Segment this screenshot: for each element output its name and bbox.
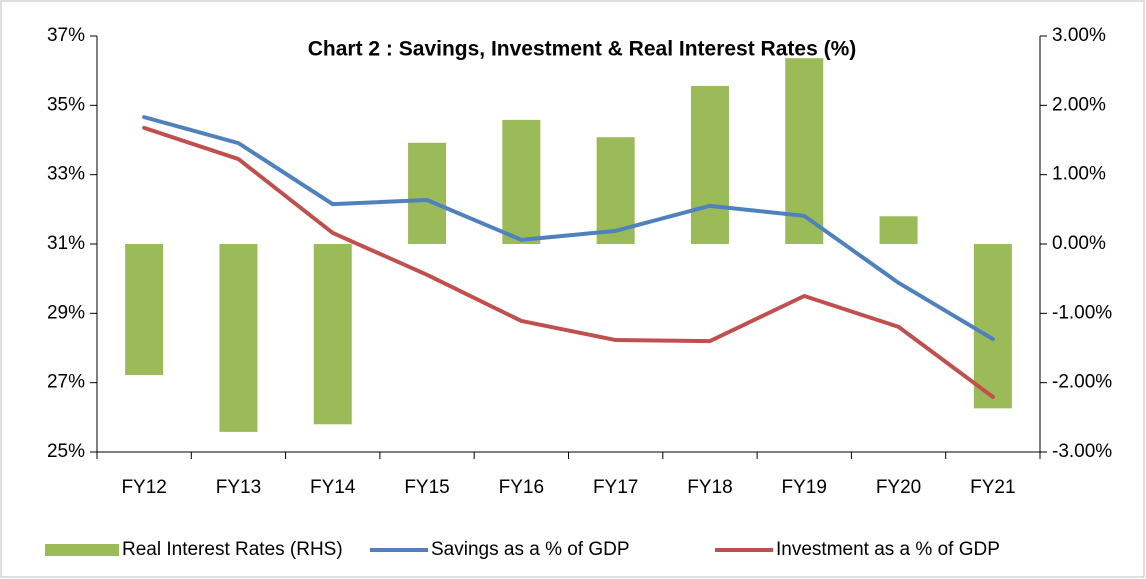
x-tick-label: FY21 <box>970 477 1015 498</box>
y-tick-label: 29% <box>47 302 85 323</box>
bar <box>313 244 352 425</box>
y-tick-label: 35% <box>47 94 85 115</box>
y2-tick-label: 2.00% <box>1052 94 1106 115</box>
x-tick-label: FY20 <box>876 477 921 498</box>
y2-tick-label: -1.00% <box>1052 302 1112 323</box>
bar <box>125 244 164 376</box>
y-tick-label: 33% <box>47 164 85 185</box>
x-tick-label: FY17 <box>593 477 638 498</box>
y2-tick-label: -2.00% <box>1052 372 1112 393</box>
y-tick-label: 31% <box>47 233 85 254</box>
legend-swatch <box>45 544 119 556</box>
line <box>142 125 995 399</box>
x-tick-label: FY12 <box>121 477 166 498</box>
x-tick-label: FY19 <box>782 477 827 498</box>
y-tick-label: 25% <box>47 441 85 462</box>
x-tick-label: FY15 <box>404 477 449 498</box>
bar <box>408 142 447 244</box>
bar <box>502 119 541 244</box>
x-tick-label: FY16 <box>499 477 544 498</box>
line <box>142 115 995 341</box>
y2-tick-label: 3.00% <box>1052 25 1106 46</box>
y-tick-label: 37% <box>47 25 85 46</box>
y2-tick-label: 0.00% <box>1052 233 1106 254</box>
x-tick-label: FY14 <box>310 477 356 498</box>
x-tick-label: FY18 <box>687 477 732 498</box>
y2-tick-label: 1.00% <box>1052 164 1106 185</box>
bar <box>973 244 1012 409</box>
y-tick-label: 27% <box>47 372 85 393</box>
x-tick-label: FY13 <box>216 477 261 498</box>
legend-label: Real Interest Rates (RHS) <box>122 539 343 560</box>
y2-tick-label: -3.00% <box>1052 441 1112 462</box>
legend-label: Investment as a % of GDP <box>776 539 1000 560</box>
chart-title: Chart 2 : Savings, Investment & Real Int… <box>308 38 857 61</box>
bar <box>219 244 258 432</box>
bar <box>879 216 918 244</box>
legend-label: Savings as a % of GDP <box>431 539 630 560</box>
bar <box>690 85 729 244</box>
